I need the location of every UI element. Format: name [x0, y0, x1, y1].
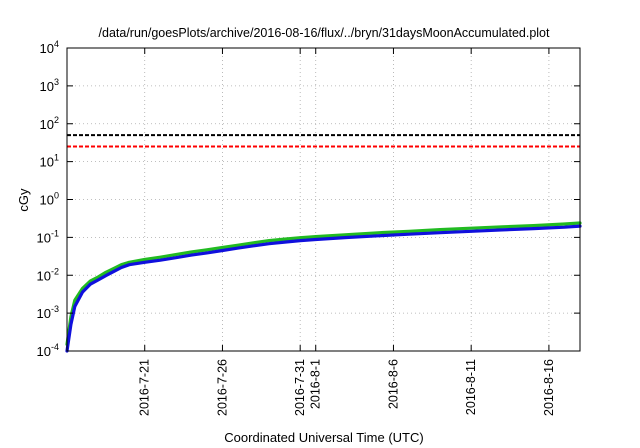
x-tick-label: 2016-8-1 — [309, 359, 323, 409]
x-axis-label: Coordinated Universal Time (UTC) — [224, 430, 423, 445]
y-ticks: 10-4 10-3 10-2 10-1 100 101 102 103 104 — [37, 39, 580, 359]
y-axis-label: cGy — [16, 188, 31, 212]
series-line — [65, 221, 582, 346]
x-tick-label: 2016-8-11 — [464, 359, 478, 415]
y-tick-label: 104 — [40, 39, 59, 56]
y-tick-label: 10-4 — [37, 342, 59, 359]
x-tick-label: 2016-7-21 — [138, 359, 152, 416]
x-tick-label: 2016-8-16 — [542, 359, 556, 416]
y-tick-label: 102 — [40, 115, 59, 132]
y-tick-label: 103 — [40, 77, 59, 94]
y-tick-label: 10-2 — [37, 266, 59, 283]
grid — [67, 48, 580, 351]
chart-title: /data/run/goesPlots/archive/2016-08-16/f… — [99, 26, 550, 40]
x-tick-label: 2016-7-26 — [215, 359, 229, 416]
y-tick-label: 101 — [40, 153, 59, 170]
series-line — [65, 224, 582, 353]
threshold-lines — [67, 134, 580, 148]
x-tick-label: 2016-8-6 — [386, 359, 400, 409]
x-ticks: 2016-7-21 2016-7-26 2016-7-31 2016-8-1 2016-… — [138, 48, 556, 416]
y-tick-label: 100 — [40, 191, 59, 208]
x-tick-label: 2016-7-31 — [293, 359, 307, 416]
series-group — [65, 221, 582, 353]
y-tick-label: 10-1 — [37, 228, 59, 245]
y-tick-label: 10-3 — [37, 304, 59, 321]
